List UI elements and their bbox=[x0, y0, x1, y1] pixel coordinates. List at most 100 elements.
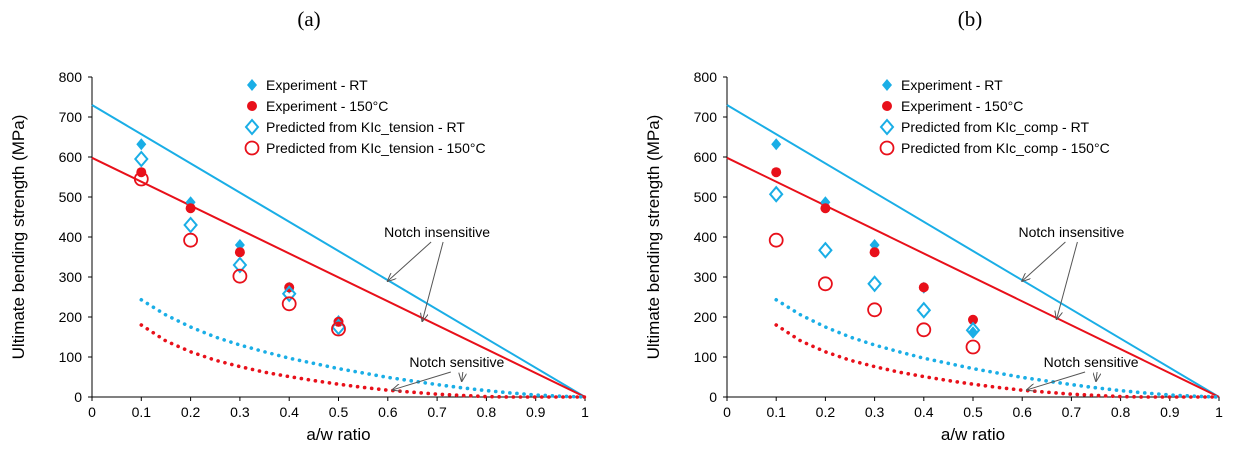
circle-open-marker-0 bbox=[133, 171, 149, 187]
circle-filled-marker-legend bbox=[882, 101, 892, 111]
x-tick-label: 0 bbox=[723, 404, 731, 420]
y-tick-label: 600 bbox=[694, 149, 718, 165]
diamond-open-marker-legend bbox=[879, 118, 895, 136]
y-tick-label: 100 bbox=[59, 349, 83, 365]
x-tick-label: 0.7 bbox=[1062, 404, 1082, 420]
diamond-open-marker-4 bbox=[965, 321, 981, 339]
hot-strength-line bbox=[91, 156, 586, 398]
y-tick-label: 300 bbox=[59, 269, 83, 285]
y-tick-label: 700 bbox=[59, 109, 83, 125]
circle-filled-marker-3 bbox=[918, 282, 929, 293]
y-tick-label: 200 bbox=[59, 309, 83, 325]
legend-entry-label: Experiment - 150°C bbox=[901, 98, 1023, 114]
diamond-open-marker-3 bbox=[281, 285, 297, 303]
circle-open-marker-4 bbox=[965, 339, 981, 355]
chart-panel-b: (b) 0 100 200 300 400 500 600 700 800 0 0.1 0.2 0.3 0.… bbox=[644, 7, 1223, 444]
annotation-label: Notch insensitive bbox=[384, 224, 490, 240]
y-tick-label: 700 bbox=[694, 109, 718, 125]
series-3 bbox=[133, 171, 346, 337]
x-tick-label: 0.2 bbox=[181, 404, 201, 420]
x-tick-label: 0.9 bbox=[1160, 404, 1180, 420]
legend: Experiment - RT Experiment - 150°C Predict… bbox=[244, 77, 486, 156]
y-tick-label: 600 bbox=[59, 149, 83, 165]
y-tick-label: 100 bbox=[694, 349, 718, 365]
annotation-label: Notch sensitive bbox=[409, 354, 504, 370]
x-tick-label: 0.1 bbox=[132, 404, 152, 420]
diamond-open-marker-2 bbox=[232, 256, 248, 274]
y-tick-label: 500 bbox=[694, 189, 718, 205]
annotation-arrow bbox=[388, 241, 432, 281]
diamond-open-marker-1 bbox=[818, 241, 833, 259]
annotation-arrow bbox=[1057, 241, 1078, 319]
x-tick-label: 1 bbox=[581, 404, 589, 420]
circle-filled-marker-2 bbox=[234, 247, 245, 258]
legend-entry-label: Experiment - RT bbox=[901, 77, 1003, 93]
circle-open-marker-1 bbox=[183, 232, 199, 248]
y-tick-label: 800 bbox=[59, 69, 83, 85]
series-0 bbox=[136, 138, 344, 327]
hot-dotted-curve bbox=[139, 323, 587, 399]
legend-entry-label: Predicted from KIc_tension - RT bbox=[266, 119, 465, 135]
annotation-arrow bbox=[1096, 371, 1097, 381]
x-tick-label: 0.2 bbox=[816, 404, 836, 420]
circle-filled-marker-2 bbox=[869, 247, 880, 258]
x-tick-label: 0.4 bbox=[914, 404, 934, 420]
rt-dotted-curve bbox=[139, 297, 587, 399]
diamond-filled-marker-0 bbox=[771, 138, 782, 151]
series-2 bbox=[768, 185, 981, 339]
hot-strength-line bbox=[726, 156, 1220, 398]
annotation-arrow bbox=[422, 241, 444, 321]
annotation-arrow bbox=[1022, 241, 1066, 281]
annotation-label: Notch insensitive bbox=[1018, 224, 1124, 240]
legend-entry-label: Predicted from KIc_tension - 150°C bbox=[266, 140, 486, 156]
circle-open-marker-0 bbox=[768, 232, 784, 248]
x-axis-label: a/w ratio bbox=[306, 425, 370, 444]
legend: Experiment - RT Experiment - 150°C Predict… bbox=[879, 77, 1110, 156]
x-tick-label: 0.8 bbox=[477, 404, 497, 420]
circle-open-marker-3 bbox=[916, 322, 932, 338]
annotation-arrow bbox=[462, 371, 463, 381]
chart-panel-a: (a) 0 100 200 300 400 500 600 700 800 0 0.1 0.2 0.3 0.… bbox=[9, 7, 589, 444]
legend-entry-label: Experiment - 150°C bbox=[266, 98, 388, 114]
circle-open-marker-3 bbox=[281, 296, 297, 312]
x-tick-label: 0.5 bbox=[329, 404, 349, 420]
y-tick-label: 300 bbox=[694, 269, 718, 285]
diamond-open-marker-0 bbox=[768, 185, 784, 203]
rt-strength-line bbox=[726, 104, 1220, 398]
y-tick-label: 0 bbox=[74, 389, 82, 405]
x-tick-label: 0.3 bbox=[230, 404, 250, 420]
diamond-filled-marker-legend bbox=[882, 79, 892, 91]
rt-dotted-curve bbox=[774, 297, 1221, 399]
y-tick-label: 200 bbox=[694, 309, 718, 325]
x-tick-label: 0.6 bbox=[1012, 404, 1032, 420]
legend-entry-label: Experiment - RT bbox=[266, 77, 368, 93]
x-tick-label: 0.6 bbox=[378, 404, 398, 420]
diamond-open-marker-1 bbox=[183, 216, 198, 234]
x-tick-label: 0 bbox=[88, 404, 96, 420]
y-axis-label: Ultimate bending strength (MPa) bbox=[644, 115, 663, 360]
x-tick-label: 0.1 bbox=[766, 404, 786, 420]
circle-open-marker-legend bbox=[244, 140, 260, 156]
x-axis-label: a/w ratio bbox=[941, 425, 1005, 444]
circle-filled-marker-1 bbox=[820, 203, 831, 214]
circle-open-marker-4 bbox=[331, 321, 346, 337]
circle-filled-marker-4 bbox=[968, 314, 978, 325]
x-tick-label: 1 bbox=[1215, 404, 1223, 420]
diamond-open-marker-2 bbox=[867, 275, 882, 293]
x-tick-label: 0.7 bbox=[427, 404, 447, 420]
circle-filled-marker-0 bbox=[771, 167, 782, 178]
x-tick-label: 0.9 bbox=[526, 404, 546, 420]
y-tick-label: 0 bbox=[709, 389, 717, 405]
x-tick-label: 0.3 bbox=[865, 404, 885, 420]
series-1 bbox=[771, 167, 978, 325]
annotation-label: Notch sensitive bbox=[1044, 354, 1139, 370]
diamond-open-marker-legend bbox=[244, 118, 260, 136]
x-tick-label: 0.5 bbox=[963, 404, 983, 420]
diamond-open-marker-3 bbox=[916, 301, 932, 319]
legend-entry-label: Predicted from KIc_comp - 150°C bbox=[901, 140, 1110, 156]
legend-entry-label: Predicted from KIc_comp - RT bbox=[901, 119, 1089, 135]
annotation-arrow bbox=[393, 371, 451, 390]
x-tick-label: 0.8 bbox=[1111, 404, 1131, 420]
circle-open-marker-legend bbox=[879, 140, 895, 156]
